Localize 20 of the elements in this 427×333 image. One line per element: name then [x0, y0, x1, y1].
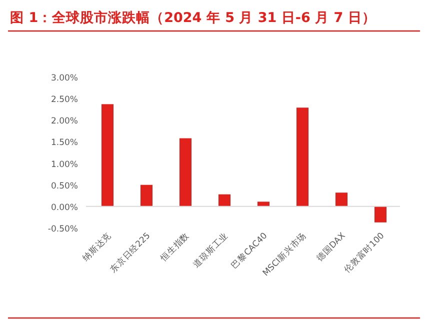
bar — [374, 206, 386, 222]
y-tick-label: 1.00% — [50, 160, 78, 170]
y-tick-label: 1.50% — [50, 138, 78, 148]
bar — [258, 202, 270, 206]
bar — [140, 184, 152, 206]
x-tick-label: 恒生指数 — [158, 230, 192, 264]
bar — [180, 138, 192, 206]
chart-title: 图 1：全球股市涨跌幅（2024 年 5 月 31 日-6 月 7 日） — [10, 9, 376, 26]
y-tick-label: 2.50% — [50, 95, 78, 106]
x-tick-label: 纳斯达克 — [80, 230, 114, 264]
y-tick-label: 3.00% — [50, 74, 78, 84]
x-tick-label: 道琼斯工业 — [191, 230, 231, 270]
y-tick-label: 0.00% — [50, 202, 78, 213]
y-tick-label: -0.50% — [48, 224, 78, 234]
bar — [102, 104, 114, 206]
bar — [218, 194, 230, 206]
bar — [336, 192, 348, 206]
bar — [296, 108, 308, 206]
y-tick-label: 0.50% — [50, 181, 78, 192]
y-tick-label: 2.00% — [50, 116, 78, 127]
